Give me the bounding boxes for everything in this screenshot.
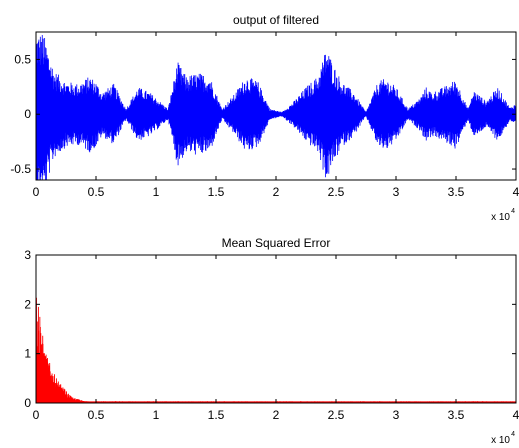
y-tick-label: 1 (24, 347, 31, 361)
y-tick-label: 2 (24, 297, 31, 311)
y-tick-label: -0.5 (10, 162, 31, 176)
y-tick-label: 0 (24, 107, 31, 121)
x-tick-label: 3.5 (448, 408, 465, 422)
x-tick-label: 2.5 (328, 185, 345, 199)
x-multiplier-exponent: 4 (511, 431, 515, 438)
x-tick-label: 2.5 (328, 408, 345, 422)
y-tick-label: 0.5 (14, 52, 31, 66)
x-tick-label: 1.5 (208, 408, 225, 422)
x-tick-label: 0.5 (88, 185, 105, 199)
plot-area (36, 297, 516, 403)
x-tick-label: 0 (33, 408, 40, 422)
x-multiplier: x 10 (491, 212, 510, 223)
x-tick-label: 1 (153, 408, 160, 422)
x-tick-label: 2 (273, 408, 280, 422)
series-area (36, 297, 516, 403)
chart-title: output of filtered (233, 13, 319, 27)
x-tick-label: 3.5 (448, 185, 465, 199)
axes-frame (35, 254, 517, 404)
x-multiplier: x 10 (491, 435, 510, 446)
plot-mean-squared-error: Mean Squared Error 0 0.5 1 1.5 2 2.5 3 3.5 4 0 1 2 3 x… (24, 236, 519, 446)
x-tick-label: 0 (33, 185, 40, 199)
y-tick-label: 0 (24, 396, 31, 410)
x-tick-label: 1.5 (208, 185, 225, 199)
x-tick-label: 1 (153, 185, 160, 199)
x-multiplier-exponent: 4 (511, 208, 515, 215)
x-tick-label: 0.5 (88, 408, 105, 422)
x-tick-label: 3 (393, 408, 400, 422)
x-tick-label: 2 (273, 185, 280, 199)
series-line (36, 35, 516, 180)
chart-title: Mean Squared Error (222, 236, 331, 250)
x-tick-label: 4 (513, 185, 519, 199)
x-tick-label: 4 (513, 408, 519, 422)
y-tick-label: 3 (24, 248, 31, 262)
plot-area (36, 35, 516, 180)
x-tick-label: 3 (393, 185, 400, 199)
